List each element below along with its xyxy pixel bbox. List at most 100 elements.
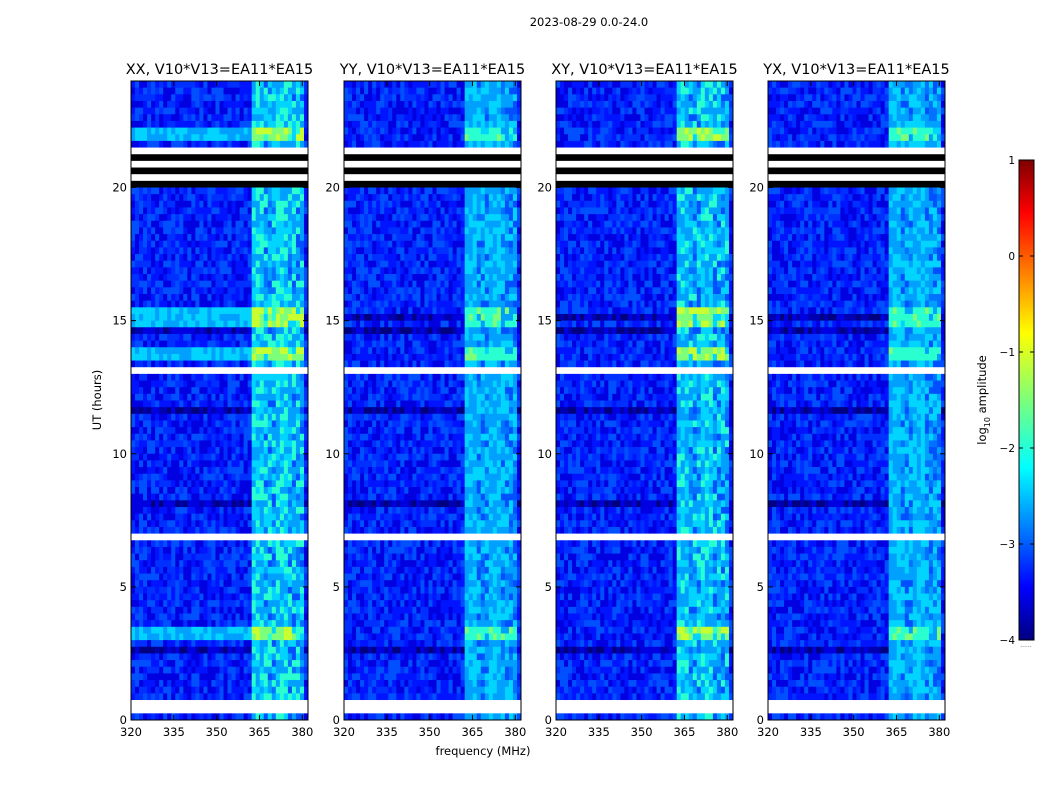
heatmap-cell	[235, 320, 240, 328]
heatmap-cell	[283, 247, 289, 255]
heatmap-cell	[191, 713, 196, 721]
heatmap-cell	[287, 427, 293, 435]
heatmap-cell	[163, 473, 168, 481]
heatmap-cell	[259, 214, 265, 222]
heatmap-cell	[396, 81, 401, 88]
heatmap-cell	[263, 240, 269, 248]
heatmap-cell	[472, 240, 478, 248]
heatmap-cell	[384, 234, 389, 242]
heatmap-cell	[171, 640, 176, 648]
heatmap-cell	[239, 400, 244, 408]
heatmap-cell	[291, 680, 297, 688]
heatmap-cell	[175, 307, 180, 315]
heatmap-cell	[476, 254, 482, 262]
heatmap-cell	[179, 274, 184, 281]
heatmap-cell	[199, 353, 204, 361]
heatmap-cell	[155, 347, 160, 355]
heatmap-cell	[187, 673, 192, 681]
heatmap-cell	[360, 200, 365, 208]
heatmap-cell	[147, 100, 152, 108]
heatmap-cell	[135, 540, 140, 548]
heatmap-cell	[159, 566, 164, 574]
heatmap-cell	[227, 134, 232, 142]
heatmap-cell	[143, 526, 148, 534]
heatmap-cell	[388, 234, 393, 242]
heatmap-cell	[348, 280, 353, 288]
heatmap-cell	[151, 307, 156, 315]
heatmap-cell	[179, 500, 184, 508]
heatmap-cell	[219, 666, 224, 674]
heatmap-cell	[440, 227, 445, 235]
heatmap-cell	[263, 107, 269, 115]
heatmap-cell	[267, 433, 273, 441]
heatmap-cell	[151, 713, 156, 721]
heatmap-cell	[187, 400, 192, 408]
heatmap-cell	[231, 347, 236, 355]
heatmap-cell	[239, 420, 244, 428]
heatmap-cell	[428, 194, 433, 202]
heatmap-cell	[291, 307, 297, 315]
heatmap-cell	[207, 393, 212, 401]
heatmap-cell	[179, 120, 184, 128]
heatmap-cell	[167, 280, 172, 288]
heatmap-cell	[231, 600, 236, 608]
heatmap-cell	[488, 207, 494, 215]
heatmap-cell	[279, 413, 285, 421]
heatmap-cell	[243, 327, 248, 335]
heatmap-cell	[131, 646, 136, 654]
heatmap-cell	[227, 227, 232, 235]
heatmap-cell	[404, 207, 409, 215]
heatmap-cell	[191, 467, 196, 475]
heatmap-cell	[163, 480, 168, 488]
heatmap-cell	[183, 433, 188, 441]
heatmap-cell	[452, 127, 457, 135]
heatmap-cell	[428, 120, 433, 128]
heatmap-cell	[239, 546, 244, 554]
heatmap-cell	[155, 81, 160, 88]
heatmap-cell	[187, 294, 192, 301]
heatmap-cell	[271, 140, 277, 148]
heatmap-cell	[215, 134, 220, 142]
heatmap-cell	[440, 287, 445, 295]
heatmap-cell	[135, 473, 140, 481]
heatmap-cell	[279, 586, 285, 594]
heatmap-cell	[159, 666, 164, 674]
heatmap-cell	[416, 81, 421, 88]
heatmap-cell	[352, 187, 357, 195]
heatmap-cell	[215, 686, 220, 694]
heatmap-cell	[147, 194, 152, 202]
heatmap-cell	[464, 200, 469, 208]
heatmap-cell	[512, 260, 518, 268]
heatmap-cell	[476, 194, 482, 202]
heatmap-cell	[135, 493, 140, 501]
heatmap-cell	[424, 200, 429, 208]
heatmap-cell	[147, 413, 152, 421]
heatmap-cell	[344, 81, 349, 88]
heatmap-cell	[139, 94, 144, 102]
heatmap-cell	[396, 247, 401, 255]
heatmap-cell	[287, 100, 293, 108]
heatmap-cell	[492, 234, 498, 242]
heatmap-cell	[191, 420, 196, 428]
heatmap-cell	[151, 373, 156, 381]
heatmap-cell	[275, 114, 281, 122]
heatmap-cell	[195, 127, 200, 135]
heatmap-cell	[299, 620, 305, 628]
heatmap-cell	[207, 120, 212, 128]
heatmap-cell	[203, 686, 208, 694]
heatmap-cell	[227, 613, 232, 621]
heatmap-cell	[231, 680, 236, 688]
heatmap-cell	[191, 274, 196, 281]
heatmap-cell	[444, 247, 449, 255]
heatmap-cell	[456, 107, 461, 115]
heatmap-cell	[283, 526, 289, 534]
heatmap-cell	[187, 287, 192, 295]
heatmap-cell	[131, 287, 136, 295]
heatmap-cell	[239, 507, 244, 514]
heatmap-cell	[448, 234, 453, 242]
heatmap-cell	[291, 100, 297, 108]
heatmap-cell	[247, 107, 252, 115]
heatmap-cell	[516, 114, 522, 122]
heatmap-cell	[167, 560, 172, 568]
heatmap-cell	[436, 260, 441, 268]
